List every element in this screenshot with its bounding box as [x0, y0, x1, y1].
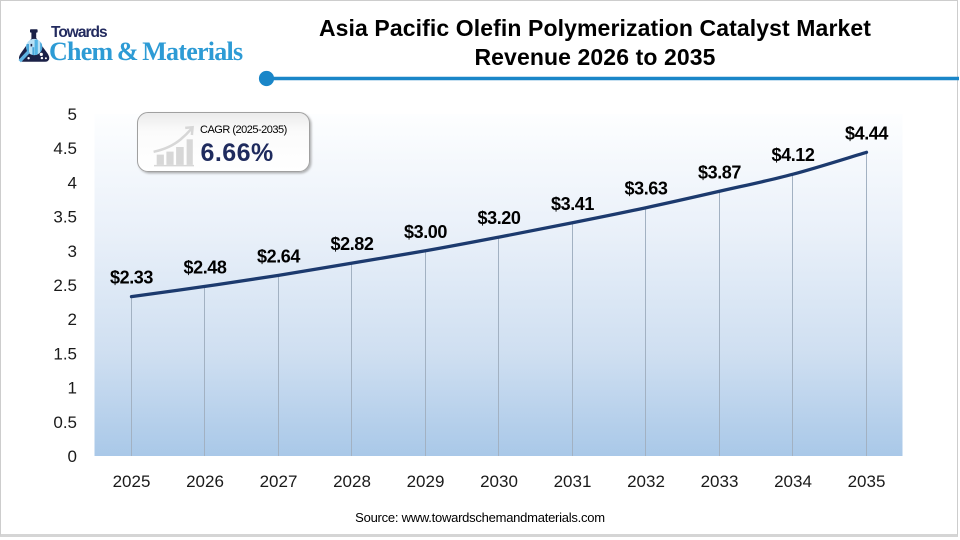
svg-text:2025: 2025	[113, 472, 151, 491]
svg-text:$4.12: $4.12	[771, 145, 814, 165]
svg-text:2033: 2033	[701, 472, 739, 491]
svg-text:$3.20: $3.20	[477, 208, 520, 228]
svg-text:$3.87: $3.87	[698, 162, 741, 182]
svg-text:2031: 2031	[554, 472, 592, 491]
svg-text:5: 5	[68, 105, 77, 124]
svg-text:3.5: 3.5	[53, 208, 77, 227]
svg-text:1: 1	[68, 379, 77, 398]
svg-text:1.5: 1.5	[53, 344, 77, 363]
svg-text:$2.64: $2.64	[257, 246, 300, 266]
svg-text:4: 4	[68, 173, 77, 192]
svg-text:$2.33: $2.33	[110, 268, 153, 288]
svg-text:2.5: 2.5	[53, 276, 77, 295]
svg-text:$2.48: $2.48	[183, 257, 226, 277]
svg-text:2035: 2035	[848, 472, 886, 491]
svg-text:2032: 2032	[627, 472, 665, 491]
svg-text:$3.63: $3.63	[624, 179, 667, 199]
svg-text:0.5: 0.5	[53, 413, 77, 432]
svg-text:4.5: 4.5	[53, 139, 77, 158]
svg-text:0: 0	[68, 447, 77, 466]
svg-text:2027: 2027	[260, 472, 298, 491]
svg-text:$3.41: $3.41	[551, 194, 594, 214]
svg-text:2: 2	[68, 310, 77, 329]
svg-text:3: 3	[68, 242, 77, 261]
svg-text:$3.00: $3.00	[404, 222, 447, 242]
svg-text:2029: 2029	[407, 472, 445, 491]
svg-text:2026: 2026	[186, 472, 224, 491]
svg-text:2034: 2034	[774, 472, 812, 491]
svg-text:$4.44: $4.44	[845, 123, 888, 143]
svg-text:2030: 2030	[480, 472, 518, 491]
svg-text:$2.82: $2.82	[330, 234, 373, 254]
svg-text:2028: 2028	[333, 472, 371, 491]
